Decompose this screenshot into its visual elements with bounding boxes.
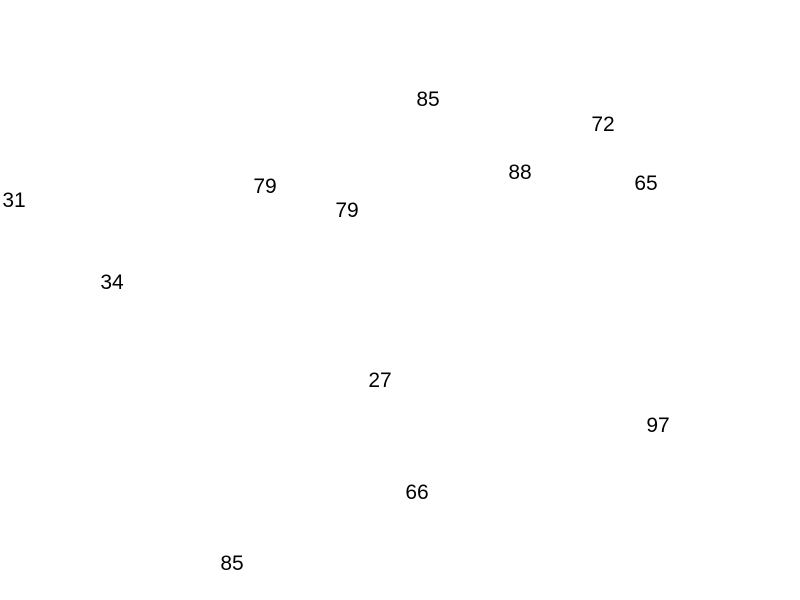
number-tile[interactable]: 88 <box>508 161 532 184</box>
number-tile[interactable]: 65 <box>634 172 658 195</box>
number-tile[interactable]: 85 <box>416 88 440 111</box>
number-tile[interactable]: 31 <box>2 189 26 212</box>
number-tile[interactable]: 72 <box>591 113 615 136</box>
number-tile[interactable]: 66 <box>405 481 429 504</box>
number-tile[interactable]: 85 <box>220 552 244 575</box>
number-tile[interactable]: 79 <box>335 199 359 222</box>
number-tile[interactable]: 27 <box>368 369 392 392</box>
number-tile[interactable]: 79 <box>253 175 277 198</box>
number-tile[interactable]: 97 <box>646 414 670 437</box>
number-tile[interactable]: 34 <box>100 271 124 294</box>
